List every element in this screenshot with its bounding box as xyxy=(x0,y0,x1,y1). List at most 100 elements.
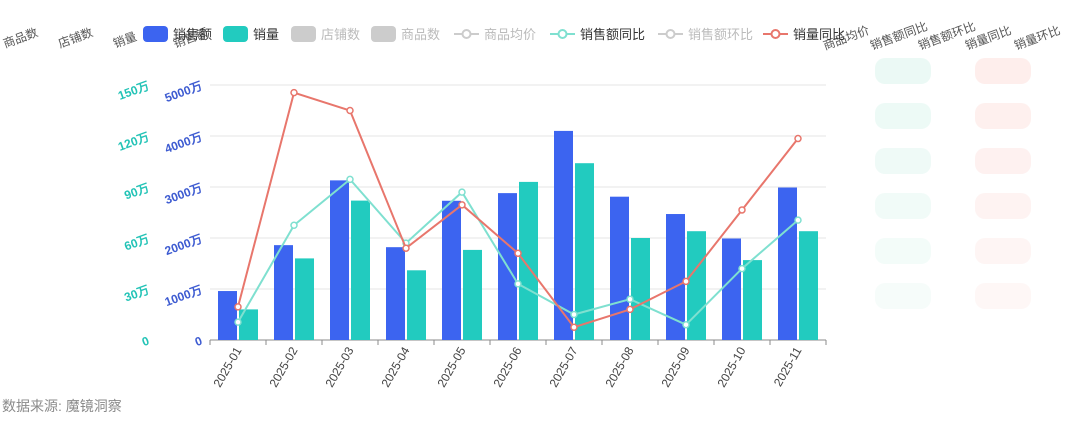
y-tick-label-left: 5000万 xyxy=(163,79,204,105)
legend-swatch-marker xyxy=(557,29,568,39)
line-point xyxy=(346,175,354,184)
x-tick-label: 2025-05 xyxy=(434,344,468,389)
bar-sales-volume xyxy=(687,231,706,340)
header-column-label: 商品数 xyxy=(1,24,40,50)
bar-sales-amount xyxy=(554,130,573,340)
y-tick-label-left2: 60万 xyxy=(122,232,151,254)
faded-cell xyxy=(975,238,1031,264)
bar-sales-amount xyxy=(442,200,461,340)
x-tick-label: 2025-06 xyxy=(490,344,524,389)
bar-sales-amount xyxy=(218,291,237,340)
bar-sales-amount xyxy=(274,245,293,340)
header-column-label: 销量 xyxy=(111,29,138,50)
x-tick-label: 2025-08 xyxy=(602,344,636,389)
bar-sales-volume xyxy=(743,260,762,340)
line-point xyxy=(794,216,802,224)
y-tick-label-left: 2000万 xyxy=(163,232,204,258)
x-tick-label: 2025-02 xyxy=(266,344,300,389)
legend-label: 销售额 xyxy=(173,27,212,42)
faded-cell xyxy=(975,148,1031,174)
y-tick-label-left: 0 xyxy=(193,334,204,350)
x-tick-label: 2025-10 xyxy=(714,344,748,389)
legend-swatch-marker xyxy=(461,29,472,39)
line-point xyxy=(346,106,354,115)
line-point xyxy=(290,88,298,97)
faded-cell xyxy=(875,58,931,84)
bar-sales-volume xyxy=(407,270,426,340)
line-point xyxy=(738,206,746,214)
faded-cell xyxy=(975,193,1031,219)
bar-sales-amount xyxy=(386,247,405,340)
bar-sales-volume xyxy=(239,309,258,340)
bar-sales-volume xyxy=(519,181,538,340)
bar-sales-volume xyxy=(575,163,594,340)
bar-sales-amount xyxy=(610,196,629,340)
legend-swatch-bar xyxy=(371,26,396,42)
bar-sales-volume xyxy=(799,231,818,340)
line-sales-volume-yoy xyxy=(237,91,799,329)
legend-swatch-marker xyxy=(665,29,676,39)
y-tick-label-left: 4000万 xyxy=(163,130,204,156)
line-point xyxy=(626,305,634,314)
y-tick-label-left2: 150万 xyxy=(116,79,151,103)
legend-label: 店铺数 xyxy=(321,27,360,42)
bar-sales-volume xyxy=(631,238,650,340)
line-point xyxy=(682,320,690,329)
line-point xyxy=(458,201,466,209)
line-point xyxy=(514,280,522,288)
source-note: 数据来源: 魔镜洞察 xyxy=(2,398,122,414)
legend-label: 商品均价 xyxy=(484,27,536,42)
y-tick-label-left2: 120万 xyxy=(116,130,151,154)
legend-label: 销售额环比 xyxy=(688,27,753,42)
bar-sales-volume xyxy=(351,200,370,340)
y-tick-label-left: 3000万 xyxy=(163,181,204,207)
line-point xyxy=(514,249,522,258)
faded-cell xyxy=(875,103,931,129)
x-tick-label: 2025-09 xyxy=(658,344,692,389)
bar-sales-amount xyxy=(722,238,741,340)
line-point xyxy=(626,295,634,303)
bar-sales-amount xyxy=(666,214,685,340)
bar-sales-amount xyxy=(330,180,349,340)
faded-cell xyxy=(875,148,931,174)
legend-swatch-bar xyxy=(223,26,248,42)
y-tick-label-left: 1000万 xyxy=(163,283,204,309)
x-tick-label: 2025-04 xyxy=(378,344,412,389)
line-point xyxy=(234,318,242,326)
line-point xyxy=(738,264,746,273)
header-column-label: 店铺数 xyxy=(56,24,95,50)
legend-label: 销量 xyxy=(253,27,279,42)
y-tick-label-left2: 0 xyxy=(140,334,151,350)
x-tick-label: 2025-03 xyxy=(322,344,356,389)
faded-cell xyxy=(875,283,931,309)
faded-cell xyxy=(975,283,1031,309)
legend-swatch-bar xyxy=(291,26,316,42)
faded-cell xyxy=(975,58,1031,84)
bar-sales-volume xyxy=(295,258,314,340)
y-tick-label-left2: 30万 xyxy=(122,283,151,305)
y-tick-label-left2: 90万 xyxy=(122,181,151,203)
line-point xyxy=(570,310,578,319)
x-tick-label: 2025-11 xyxy=(771,344,805,389)
header-column-label: 销量环比 xyxy=(1012,23,1062,53)
line-point xyxy=(794,134,802,143)
faded-cell xyxy=(975,103,1031,129)
line-point xyxy=(290,221,298,229)
faded-cell xyxy=(875,238,931,264)
line-point xyxy=(682,277,690,286)
legend-label: 商品数 xyxy=(401,27,440,42)
faded-cell xyxy=(875,193,931,219)
legend-swatch-marker xyxy=(770,29,781,39)
legend-swatch-bar xyxy=(143,26,168,42)
line-point xyxy=(402,244,410,252)
x-tick-label: 2025-07 xyxy=(546,344,580,389)
line-point xyxy=(570,323,578,331)
line-point xyxy=(458,188,466,196)
bar-sales-volume xyxy=(463,249,482,340)
x-tick-label: 2025-01 xyxy=(210,344,244,389)
bar-sales-amount xyxy=(778,187,797,340)
line-point xyxy=(234,303,242,311)
legend-label: 销售额同比 xyxy=(580,27,645,42)
